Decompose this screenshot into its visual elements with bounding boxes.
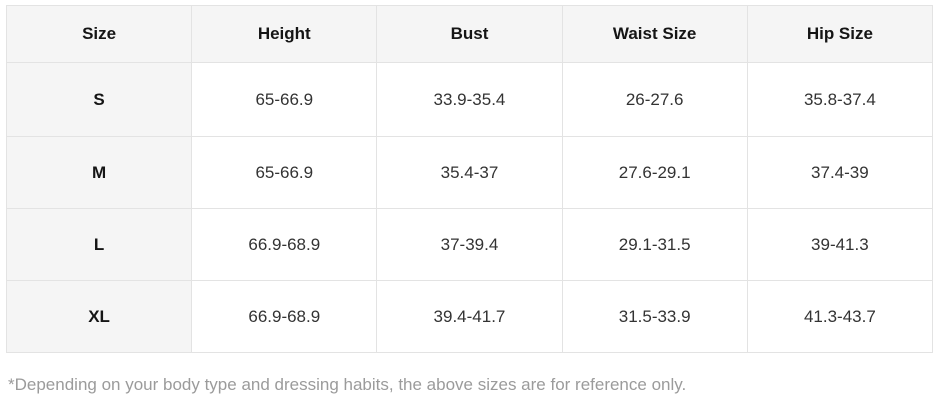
table-row-xl: XL 66.9-68.9 39.4-41.7 31.5-33.9 41.3-43… — [5, 280, 934, 353]
size-cell: S — [5, 62, 193, 137]
bust-cell: 35.4-37 — [376, 136, 563, 209]
height-cell: 66.9-68.9 — [191, 280, 378, 353]
hip-cell: 35.8-37.4 — [746, 62, 934, 137]
hip-cell: 39-41.3 — [746, 208, 934, 281]
waist-cell: 26-27.6 — [561, 62, 748, 137]
table-header: Size Height Bust Waist Size Hip Size — [5, 5, 934, 63]
size-cell: M — [5, 136, 193, 209]
size-chart-table: Size Height Bust Waist Size Hip Size S 6… — [5, 5, 934, 353]
column-header-height: Height — [191, 5, 378, 63]
column-header-hip: Hip Size — [746, 5, 934, 63]
table-row-l: L 66.9-68.9 37-39.4 29.1-31.5 39-41.3 — [5, 208, 934, 281]
hip-cell: 41.3-43.7 — [746, 280, 934, 353]
waist-cell: 31.5-33.9 — [561, 280, 748, 353]
column-header-waist: Waist Size — [561, 5, 748, 63]
bust-cell: 39.4-41.7 — [376, 280, 563, 353]
size-chart-section: Size Height Bust Waist Size Hip Size S 6… — [5, 5, 934, 394]
table-row-s: S 65-66.9 33.9-35.4 26-27.6 35.8-37.4 — [5, 62, 934, 137]
size-cell: XL — [5, 280, 193, 353]
height-cell: 65-66.9 — [191, 136, 378, 209]
hip-cell: 37.4-39 — [746, 136, 934, 209]
column-header-size: Size — [5, 5, 193, 63]
bust-cell: 33.9-35.4 — [376, 62, 563, 137]
height-cell: 66.9-68.9 — [191, 208, 378, 281]
table-body: S 65-66.9 33.9-35.4 26-27.6 35.8-37.4 M … — [5, 62, 934, 353]
table-row-m: M 65-66.9 35.4-37 27.6-29.1 37.4-39 — [5, 136, 934, 209]
column-header-bust: Bust — [376, 5, 563, 63]
footnote: *Depending on your body type and dressin… — [8, 375, 687, 394]
size-cell: L — [5, 208, 193, 281]
header-row: Size Height Bust Waist Size Hip Size — [5, 5, 934, 63]
bust-cell: 37-39.4 — [376, 208, 563, 281]
height-cell: 65-66.9 — [191, 62, 378, 137]
waist-cell: 27.6-29.1 — [561, 136, 748, 209]
waist-cell: 29.1-31.5 — [561, 208, 748, 281]
